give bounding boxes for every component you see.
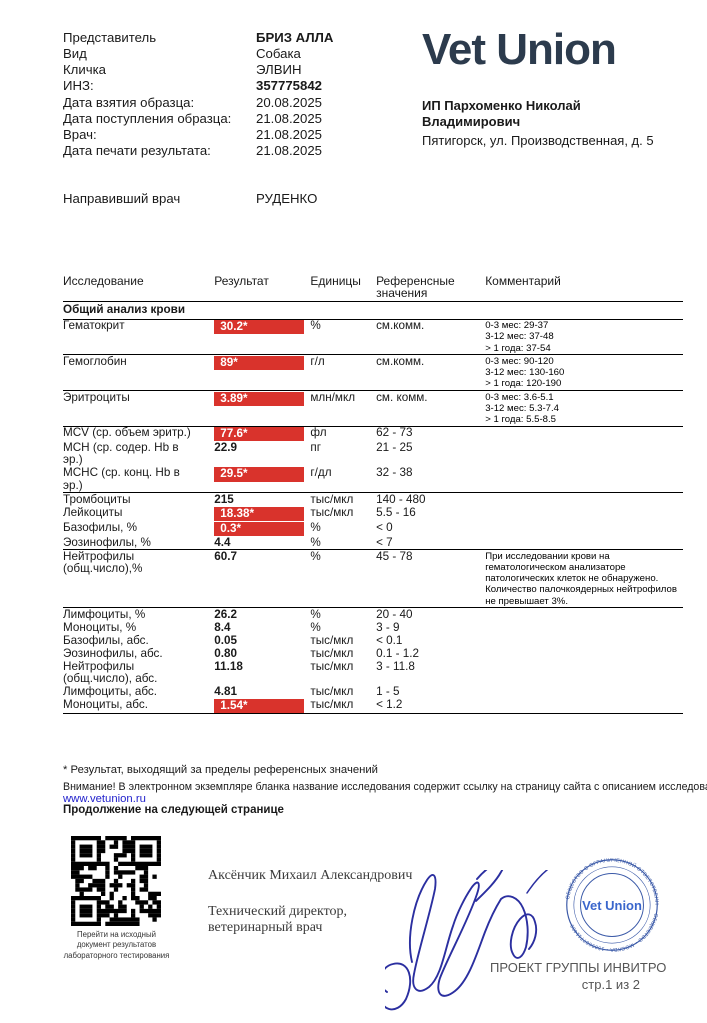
- svg-text:ОБЩЕСТВО • МОСКВА • 1509687711: ОБЩЕСТВО • МОСКВА • 1509687711409: [569, 913, 658, 953]
- svg-text:ОБЩЕСТВО С ОГРАНИЧЕННОЙ ОТВЕТС: ОБЩЕСТВО С ОГРАНИЧЕННОЙ ОТВЕТСТВЕННОСТЬЮ…: [553, 846, 659, 905]
- svg-text:Vet Union: Vet Union: [582, 898, 642, 913]
